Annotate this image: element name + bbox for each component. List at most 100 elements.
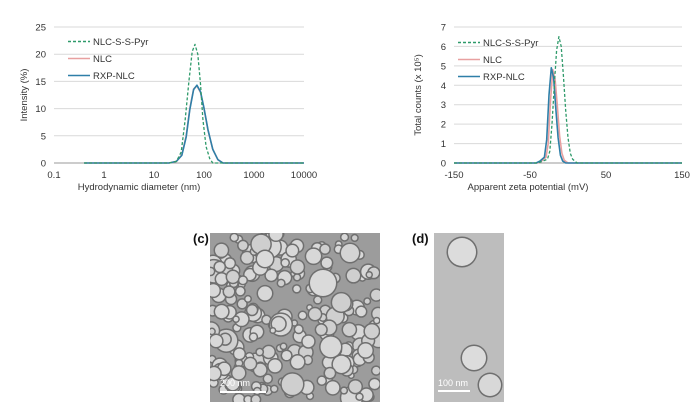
- particle: [241, 252, 253, 264]
- particle: [374, 318, 380, 323]
- size-legend-label: NLC: [93, 54, 112, 65]
- panel-label-c: (c): [193, 231, 209, 246]
- particle: [326, 381, 340, 395]
- particle: [364, 298, 370, 304]
- size-legend-label: RXP-NLC: [93, 71, 135, 82]
- particle: [448, 238, 476, 266]
- particle: [250, 333, 257, 341]
- particle: [227, 271, 239, 283]
- zeta-ytick-label: 2: [441, 120, 446, 131]
- particle: [479, 374, 501, 396]
- particle: [304, 356, 312, 364]
- particle: [371, 289, 380, 301]
- particle: [233, 316, 239, 322]
- particle: [281, 373, 304, 395]
- zeta-legend-label: NLC-S-S-Pyr: [483, 38, 538, 49]
- particle: [215, 305, 229, 319]
- particle: [265, 269, 277, 281]
- scale-bar-d: [438, 390, 470, 392]
- size-x-axis-label: Hydrodynamic diameter (nm): [78, 182, 200, 193]
- particle: [343, 323, 356, 336]
- tem-image-c: [210, 233, 380, 402]
- zeta-ytick-label: 4: [441, 81, 446, 92]
- particle: [210, 335, 223, 347]
- zeta-x-axis-label: Apparent zeta potential (mV): [468, 182, 589, 193]
- particle: [269, 233, 283, 241]
- particle: [332, 293, 351, 312]
- particle: [216, 273, 228, 285]
- particle: [346, 269, 360, 283]
- zeta-ytick-label: 6: [441, 42, 446, 53]
- zeta-potential-chart: 0 1 2 3 4 5 6 7 -150 -50 50 150 Apparent zeta potent…: [413, 23, 690, 194]
- tem-micrograph-c: 200 nm: [210, 233, 380, 402]
- particle: [282, 350, 292, 361]
- particle: [235, 312, 249, 326]
- size-xtick-label: 10: [149, 170, 160, 181]
- particle: [302, 335, 315, 348]
- particle: [292, 320, 297, 326]
- size-ytick-label: 5: [41, 131, 46, 142]
- size-y-axis-label: Intensity (%): [19, 69, 30, 122]
- particle: [233, 394, 245, 402]
- particle: [341, 244, 359, 262]
- size-xtick-label: 1: [101, 170, 106, 181]
- particle: [210, 329, 215, 334]
- zeta-xtick-label: -150: [444, 170, 463, 181]
- particle: [299, 311, 307, 319]
- zeta-ytick-label: 1: [441, 139, 446, 150]
- scale-bar-c: [220, 391, 266, 393]
- zeta-series-line-rxp-nlc: [454, 67, 682, 164]
- particle: [286, 245, 298, 257]
- panel-label-d: (d): [412, 231, 429, 246]
- particle: [254, 363, 267, 376]
- tem-image-d: [434, 233, 504, 402]
- tem-micrograph-d: 100 nm: [434, 233, 504, 402]
- particle: [214, 262, 225, 272]
- zeta-ytick-label: 3: [441, 100, 446, 111]
- particle: [369, 379, 380, 389]
- particle: [215, 243, 228, 257]
- particle: [364, 324, 379, 339]
- particle: [324, 368, 335, 379]
- zeta-legend-label: RXP-NLC: [483, 72, 525, 83]
- particle: [239, 276, 247, 284]
- particle: [245, 296, 251, 302]
- particle: [270, 328, 275, 333]
- particle: [230, 234, 238, 241]
- particle: [295, 325, 303, 333]
- particle: [225, 258, 235, 268]
- particle: [366, 272, 372, 278]
- zeta-series-line-nlc: [454, 68, 682, 164]
- particle: [320, 244, 330, 254]
- particle: [341, 234, 348, 241]
- size-xtick-label: 1000: [243, 170, 264, 181]
- size-ytick-label: 0: [41, 159, 46, 170]
- particle: [237, 299, 247, 309]
- particle: [210, 268, 214, 275]
- size-ytick-label: 10: [35, 104, 46, 115]
- particle: [462, 346, 486, 370]
- particle: [314, 296, 321, 304]
- particle: [244, 269, 256, 281]
- particle: [226, 377, 239, 391]
- particle: [281, 343, 286, 349]
- particle: [306, 248, 321, 264]
- particle: [356, 306, 366, 317]
- zeta-legend-label: NLC: [483, 55, 502, 66]
- particle: [210, 367, 221, 380]
- particle: [291, 260, 304, 274]
- particle: [309, 308, 321, 320]
- particle: [332, 355, 351, 373]
- particle: [232, 366, 246, 380]
- particle: [293, 285, 300, 293]
- particle: [247, 305, 257, 315]
- particle: [372, 308, 380, 320]
- particle: [234, 348, 245, 360]
- particle: [278, 280, 285, 287]
- scale-bar-label-c: 200 nm: [220, 378, 251, 388]
- particle: [251, 395, 260, 402]
- particle: [294, 274, 300, 281]
- size-xtick-label: 0.1: [47, 170, 60, 181]
- particle: [224, 286, 235, 297]
